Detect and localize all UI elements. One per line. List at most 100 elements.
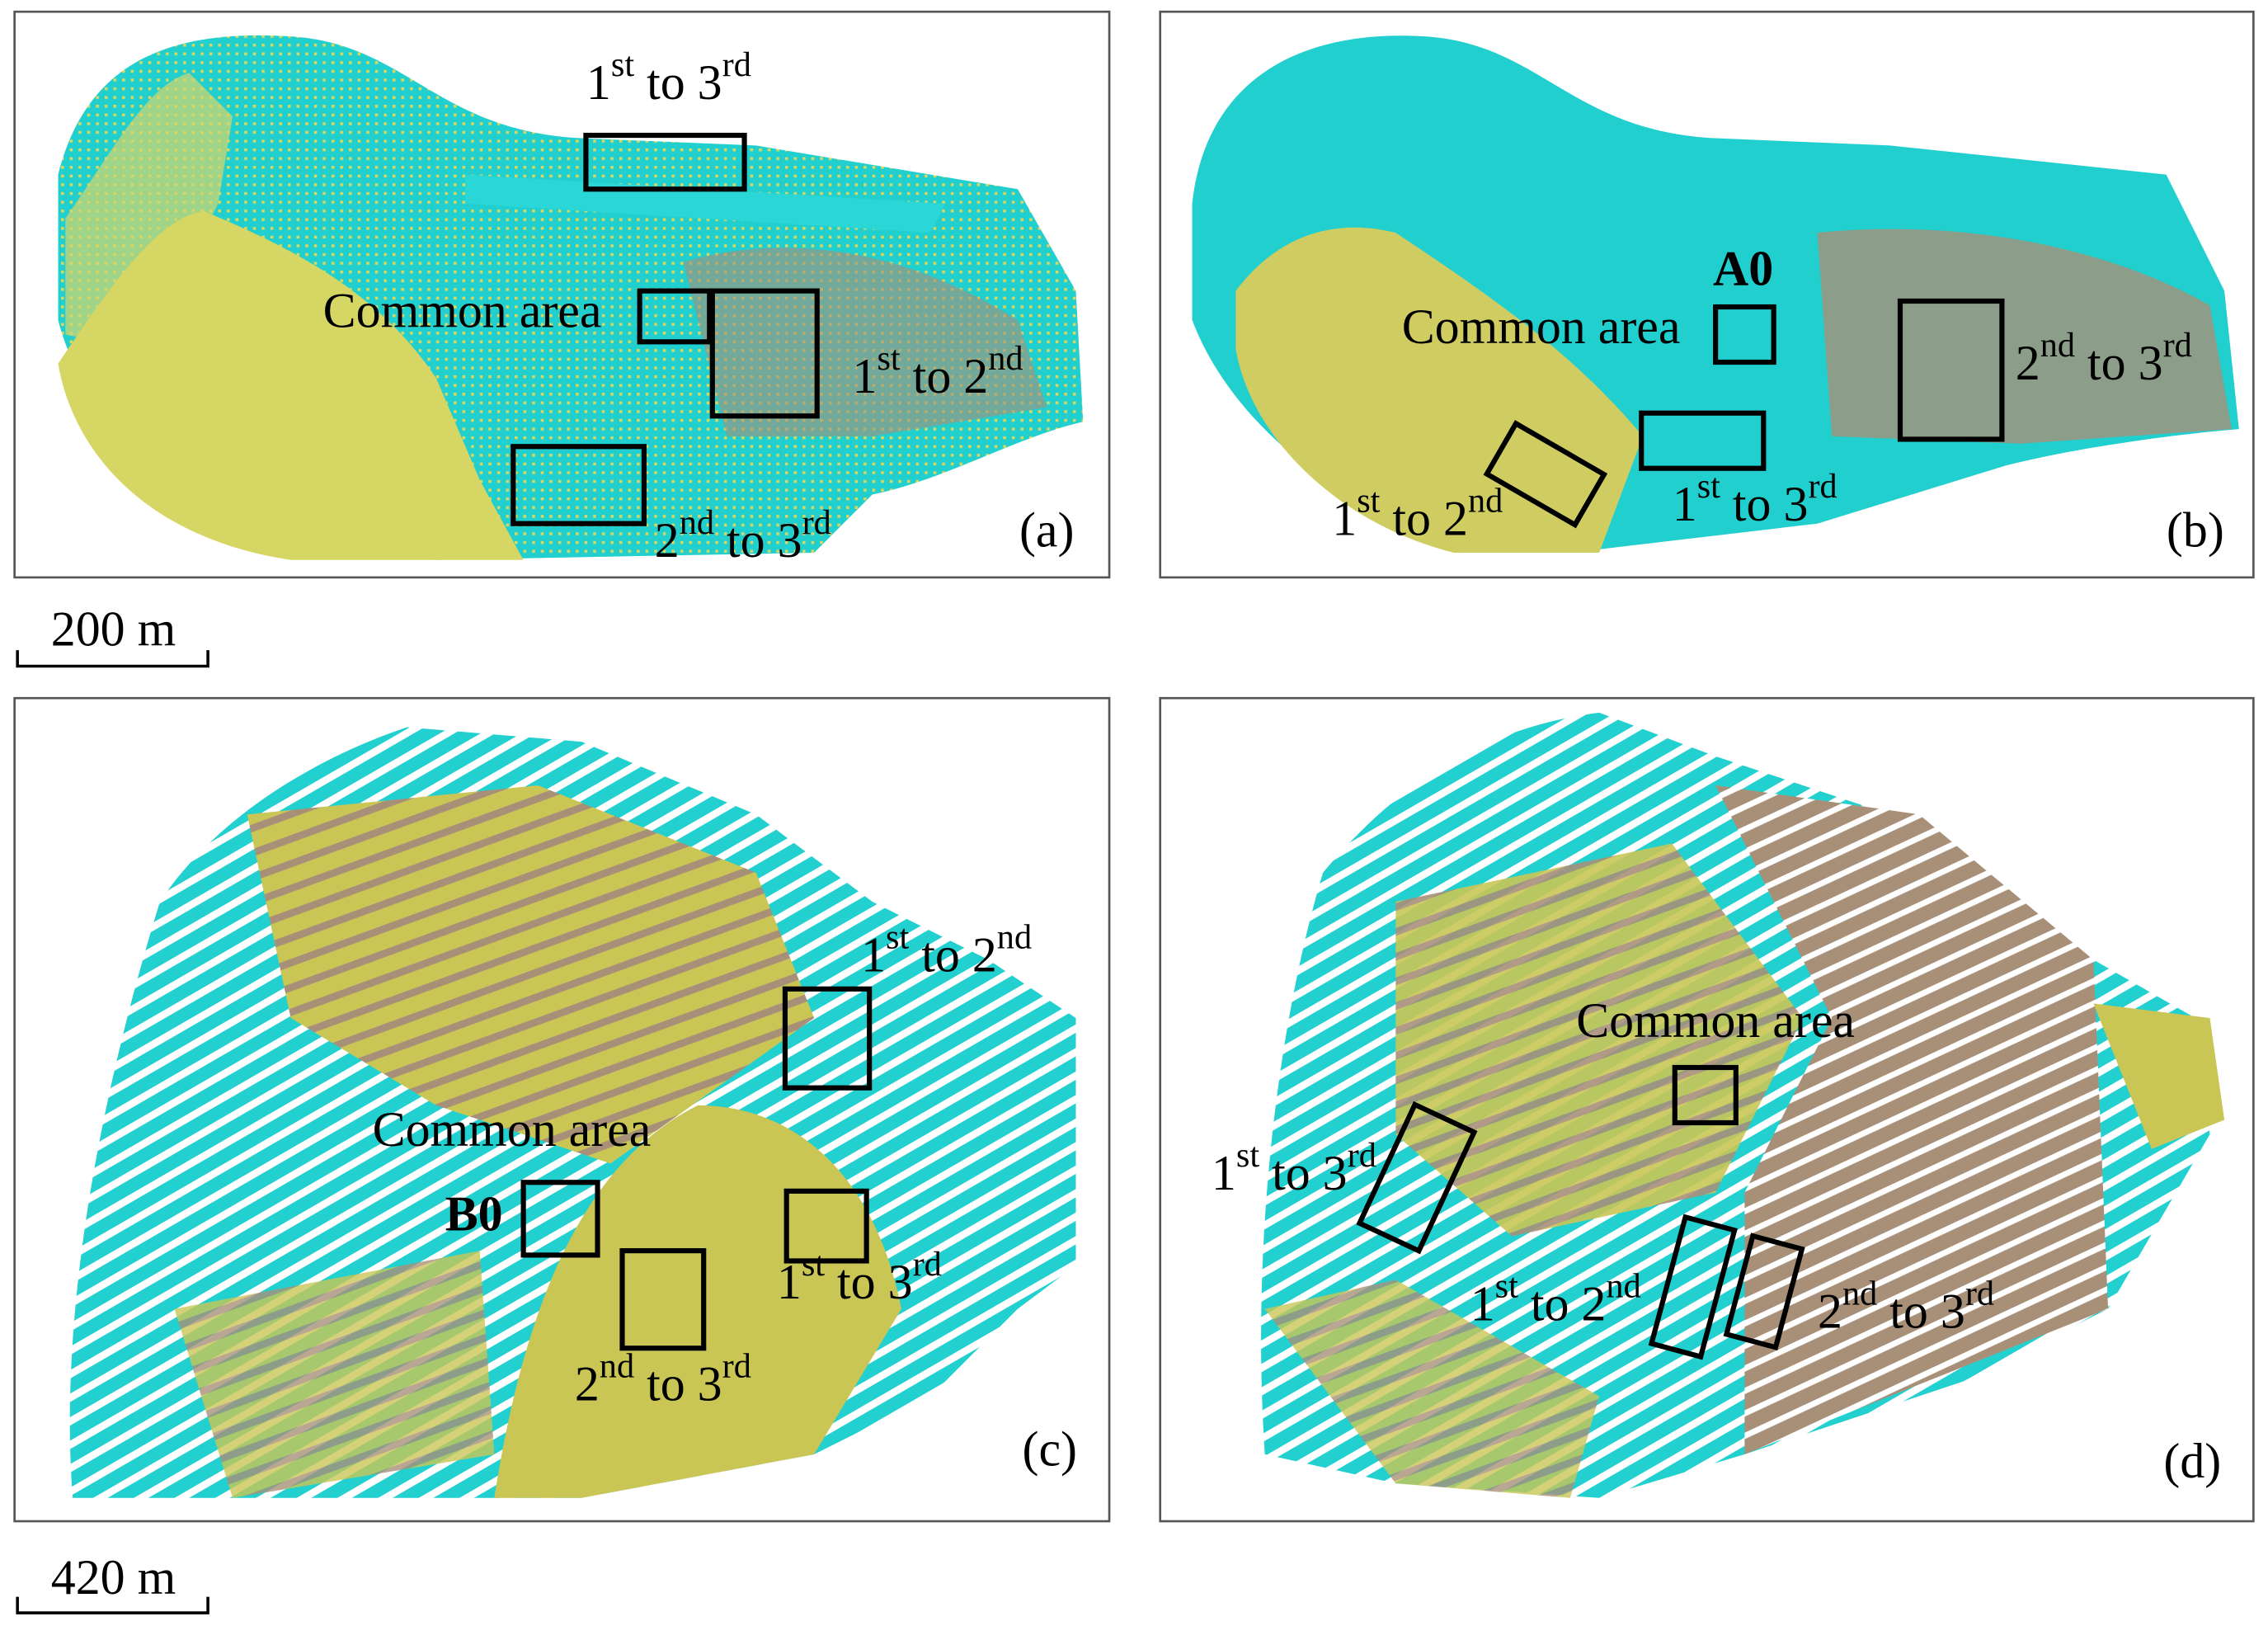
annotation-text: 2 [1818, 1284, 1842, 1338]
annotation: 1st to 2nd [861, 918, 1032, 983]
annotation-text: to 3 [634, 55, 722, 110]
region-box [1648, 1214, 1738, 1360]
region-box [709, 288, 820, 419]
panel-label: (d) [2163, 1434, 2221, 1488]
region-box [520, 1180, 600, 1258]
superscript: nd [2040, 326, 2075, 365]
superscript: rd [1808, 467, 1837, 506]
annotation: 1st to 3rd [586, 45, 751, 110]
superscript: rd [722, 1347, 751, 1386]
superscript: nd [600, 1347, 634, 1386]
superscript: rd [2163, 326, 2192, 365]
region-box [783, 1188, 869, 1264]
region-box [1897, 298, 2005, 442]
superscript: st [802, 1245, 825, 1284]
annotation-text: 1 [1673, 477, 1697, 531]
superscript: st [1495, 1267, 1518, 1306]
annotation-text: A0 [1713, 241, 1773, 295]
superscript: nd [680, 503, 714, 542]
annotation-text: 1 [1212, 1146, 1236, 1200]
annotation-text: to 2 [1518, 1276, 1607, 1331]
annotation: Common area [1402, 299, 1681, 354]
annotation-text: Common area [373, 1102, 652, 1157]
annotation-text: Common area [1402, 299, 1681, 354]
scale-bar [16, 650, 209, 668]
superscript: nd [997, 918, 1032, 957]
panel-c [13, 696, 1111, 1523]
annotation-text: 1 [1332, 491, 1357, 545]
superscript: rd [1348, 1136, 1376, 1175]
annotation-text: to 3 [825, 1255, 913, 1309]
annotation: 1st to 3rd [1673, 467, 1837, 531]
annotation: 2nd to 3rd [655, 503, 831, 568]
annotation: Common area [373, 1102, 652, 1157]
point-cloud [2093, 1003, 2225, 1149]
superscript: rd [1965, 1275, 1994, 1313]
annotation-text: to 2 [1380, 491, 1468, 545]
point-cloud [683, 247, 1047, 436]
annotation: 1st to 2nd [1470, 1267, 1641, 1331]
annotation-text: Common area [1576, 993, 1855, 1048]
panel-label: (c) [1022, 1422, 1077, 1477]
region-box [619, 1248, 707, 1351]
annotation: Common area [323, 283, 602, 337]
annotation: A0 [1713, 241, 1773, 295]
superscript: nd [988, 339, 1023, 378]
superscript: rd [913, 1245, 942, 1284]
point-cloud [1817, 229, 2232, 444]
scale-bar [16, 1596, 209, 1614]
annotation-text: to 3 [634, 1356, 722, 1411]
panel-a [13, 10, 1111, 579]
scale-label: 420 m [51, 1550, 176, 1605]
annotation-text: to 3 [2075, 336, 2163, 390]
panel-b [1159, 10, 2255, 579]
point-cloud [1395, 843, 1803, 1237]
annotation: 1st to 3rd [1212, 1136, 1376, 1200]
annotation-text: 1 [853, 349, 878, 403]
superscript: nd [1468, 482, 1503, 521]
superscript: st [877, 339, 900, 378]
annotation: Common area [1576, 993, 1855, 1048]
superscript: nd [1842, 1275, 1877, 1313]
region-box [1723, 1232, 1805, 1351]
point-cloud [65, 73, 233, 337]
panel-d [1159, 696, 2255, 1523]
annotation: 2nd to 3rd [575, 1347, 751, 1412]
superscript: st [1697, 467, 1720, 506]
superscript: rd [722, 45, 751, 84]
region-box [782, 986, 873, 1091]
annotation-text: 1 [777, 1255, 802, 1309]
region-box [511, 444, 647, 526]
annotation-text: 2 [2016, 336, 2040, 390]
point-cloud [1715, 785, 2109, 1454]
annotation: B0 [445, 1186, 503, 1241]
panel-label: (b) [2167, 503, 2224, 558]
annotation: 1st to 2nd [1332, 482, 1503, 546]
region-box [1483, 420, 1608, 529]
region-box [1639, 410, 1767, 471]
annotation-text: Common area [323, 283, 602, 337]
region-box [637, 288, 713, 345]
annotation-text: 1 [586, 55, 611, 110]
point-cloud [174, 1251, 495, 1498]
region-box [1672, 1064, 1739, 1126]
annotation: 2nd to 3rd [1818, 1275, 1994, 1339]
annotation-text: 1 [1470, 1276, 1495, 1331]
scale-label: 200 m [51, 601, 176, 656]
annotation-text: 2 [655, 513, 680, 568]
point-cloud [1235, 227, 1643, 553]
annotation-text: B0 [445, 1186, 503, 1241]
region-box [583, 132, 747, 192]
annotation-text: 1 [861, 927, 886, 982]
superscript: nd [1606, 1267, 1640, 1306]
superscript: rd [802, 503, 831, 542]
annotation: 2nd to 3rd [2016, 326, 2192, 390]
point-cloud [1264, 1280, 1600, 1498]
annotation: 1st to 2nd [853, 339, 1023, 403]
annotation-text: to 3 [1877, 1284, 1965, 1338]
annotation-text: 2 [575, 1356, 600, 1411]
superscript: st [1236, 1136, 1259, 1175]
annotation: 1st to 3rd [777, 1245, 942, 1309]
region-box [1713, 304, 1776, 365]
